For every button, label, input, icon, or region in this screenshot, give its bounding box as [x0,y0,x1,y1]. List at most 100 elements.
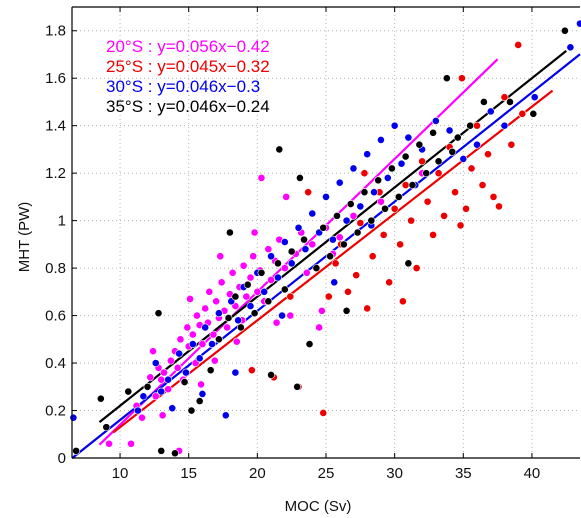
point-25s [495,202,503,211]
point-35s [236,323,245,332]
point-35s [434,157,443,166]
point-35s [180,378,189,386]
point-35s [326,252,335,261]
point-35s [388,164,396,173]
point-20s [308,240,317,249]
point-25s [484,150,492,159]
point-35s [300,235,308,244]
point-25s [458,74,466,83]
point-35s [124,387,133,396]
point-20s [212,297,221,306]
x-axis-label: MOC (Sv) [285,498,352,515]
point-25s [473,121,481,130]
point-25s [412,264,421,273]
point-30s [349,164,358,173]
point-25s [344,287,352,296]
point-20s [216,252,225,261]
point-30s [356,202,365,211]
point-35s [225,228,234,237]
point-20s [186,295,194,303]
x-tick-label: 35 [455,465,472,482]
x-tick-label: 15 [180,465,197,482]
point-30s [267,252,275,261]
point-20s [272,318,281,327]
point-25s [489,192,498,201]
point-35s [280,285,289,294]
point-35s [287,247,296,256]
point-35s [264,297,273,306]
point-30s [530,93,539,102]
point-35s [195,397,204,405]
x-tick-label: 10 [112,465,129,482]
point-30s [164,375,173,384]
y-tick-label: 0.6 [45,308,66,325]
point-20s [377,197,385,206]
point-25s [514,41,523,49]
point-30s [280,238,289,246]
point-30s [208,340,216,348]
point-30s [328,235,337,244]
point-20s [250,228,259,237]
point-35s [529,109,538,118]
point-35s [215,335,223,344]
point-30s [301,245,310,254]
point-35s [257,268,266,277]
point-20s [210,356,219,365]
point-35s [453,133,462,142]
point-35s [96,394,105,403]
point-25s [385,278,394,287]
point-30s [431,117,440,125]
point-35s [154,309,163,318]
point-35s [231,292,240,301]
point-30s [363,150,372,159]
point-20s [157,375,166,384]
point-25s [331,259,340,268]
point-30s [397,159,406,168]
point-30s [576,19,581,28]
legend-entry-35s: 35°S : y=0.046x−0.24 [106,97,270,116]
point-20s [239,261,248,270]
point-35s [404,259,413,268]
point-25s [478,181,487,189]
point-25s [467,164,476,173]
point-30s [139,392,148,401]
point-30s [221,411,230,420]
point-30s [198,390,207,398]
point-25s [363,304,372,313]
point-20s [146,373,155,382]
x-tick-label: 40 [524,465,541,482]
point-25s [390,204,399,213]
point-25s [398,297,407,306]
point-20s [335,233,344,242]
y-tick-label: 0.4 [45,355,66,372]
x-tick-label: 20 [249,465,266,482]
point-30s [246,302,255,310]
point-35s [319,223,328,232]
point-35s [296,174,304,182]
point-25s [379,230,388,239]
point-30s [287,259,296,268]
x-tick-label: 25 [318,465,335,482]
point-35s [479,98,488,106]
point-35s [448,147,457,156]
point-20s [217,278,226,287]
point-35s [274,259,282,268]
point-20s [223,323,232,332]
point-20s [197,380,205,389]
point-30s [134,406,142,415]
point-20s [286,311,295,320]
point-30s [335,178,344,187]
point-35s [275,145,284,154]
point-30s [342,216,351,225]
point-35s [187,406,196,415]
point-30s [188,340,197,348]
point-30s [69,413,78,422]
point-25s [360,169,369,178]
point-30s [383,174,392,182]
axes [71,6,580,459]
point-35s [353,228,362,237]
point-20s [138,413,146,422]
point-20s [173,363,182,372]
point-20s [267,276,275,284]
point-35s [267,371,275,379]
